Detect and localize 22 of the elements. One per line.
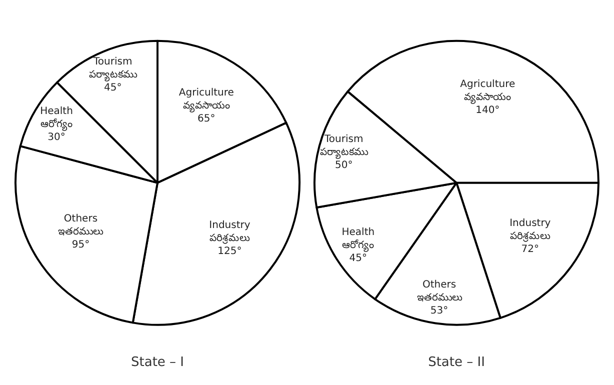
data-label: 125° [218, 246, 242, 257]
slice-label: Agriculture వ్యవసాయం [178, 88, 234, 113]
data-label: 50° [335, 160, 353, 172]
slice-label: Industry పరిశ్రమలు [510, 218, 552, 242]
slice-label: Tourism పర్యాటకము [320, 134, 369, 160]
data-label: 65° [198, 114, 216, 125]
slice-label: Others ఇతరములు [416, 280, 463, 304]
slice-label: Health ఆరోగ్యం [342, 226, 375, 252]
slice-label: Agriculture వ్యవసాయం [460, 78, 516, 104]
slice-label: Industry పరిశ్రమలు [209, 220, 251, 244]
data-label: 140° [476, 104, 500, 116]
data-label: 72° [521, 244, 540, 255]
data-label: 45° [104, 82, 122, 94]
text: State – II [428, 355, 485, 370]
data-label: 53° [430, 306, 448, 317]
slice-label: Tourism పర్యాటకము [88, 56, 138, 82]
data-label: 95° [72, 239, 90, 250]
data-label: 30° [48, 132, 66, 144]
slice-label: Others ఇతరములు [58, 213, 104, 238]
text: State – I [130, 355, 184, 370]
slice-label: Health ఆరోగ్యం [40, 106, 73, 132]
data-label: 45° [349, 252, 368, 264]
